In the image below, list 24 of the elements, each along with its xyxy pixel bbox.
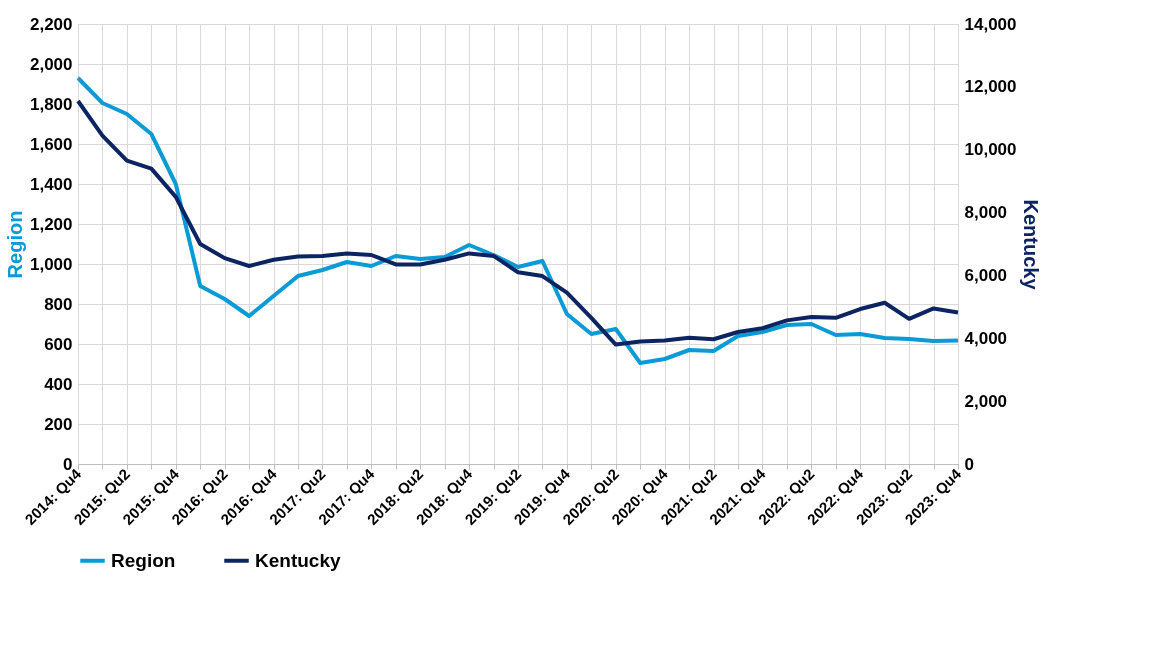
y-tick-label: 1,400 — [29, 174, 73, 194]
y-tick-label: 1,000 — [29, 254, 73, 274]
y2-tick-label: 0 — [964, 454, 974, 474]
y2-tick-label: 6,000 — [964, 265, 1008, 285]
y2-tick-label: 10,000 — [964, 140, 1017, 160]
y-axis-title: Region — [3, 210, 26, 279]
y-tick-label: 600 — [44, 334, 73, 354]
y-tick-label: 1,800 — [29, 94, 73, 114]
y2-tick-label: 12,000 — [964, 77, 1017, 97]
y-tick-label: 2,000 — [29, 54, 73, 74]
legend-label: Region — [111, 549, 176, 571]
y-tick-label: 200 — [44, 414, 73, 434]
y-tick-label: 1,200 — [29, 214, 73, 234]
y2-tick-label: 8,000 — [964, 203, 1008, 223]
y2-axis-title: Kentucky — [1020, 199, 1043, 291]
legend-label: Kentucky — [255, 549, 341, 571]
y2-tick-label: 14,000 — [964, 14, 1017, 34]
y-tick-label: 400 — [44, 374, 73, 394]
y2-tick-label: 2,000 — [964, 391, 1008, 411]
y-tick-label: 800 — [44, 294, 73, 314]
y-tick-label: 0 — [63, 454, 73, 474]
y-tick-label: 1,600 — [29, 134, 73, 154]
y2-tick-label: 4,000 — [964, 328, 1008, 348]
y-tick-label: 2,200 — [29, 14, 73, 34]
